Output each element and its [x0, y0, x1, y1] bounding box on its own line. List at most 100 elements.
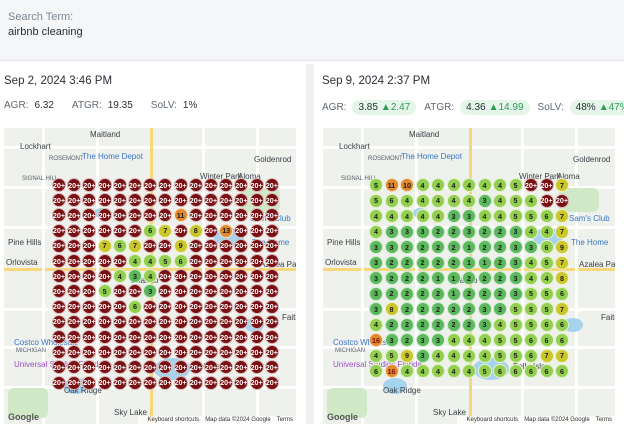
rank-pin[interactable]: 5	[539, 286, 554, 301]
rank-pin[interactable]: 20+	[204, 223, 218, 238]
rank-pin[interactable]: 20+	[234, 178, 249, 192]
rank-pin[interactable]: 20+	[234, 223, 249, 238]
rank-pin[interactable]: 20+	[249, 360, 264, 375]
rank-pin[interactable]: 6	[524, 348, 538, 363]
rank-pin[interactable]: 20+	[249, 223, 264, 238]
rank-pin[interactable]: 1	[477, 255, 492, 270]
rank-pin[interactable]: 4	[446, 333, 461, 347]
rank-pin[interactable]: 5	[493, 333, 507, 347]
rank-pin[interactable]: 3	[493, 302, 507, 316]
rank-pin[interactable]: 10	[400, 178, 414, 192]
rank-pin[interactable]: 2	[431, 302, 445, 316]
rank-pin[interactable]: 2	[415, 255, 430, 270]
rank-pin[interactable]: 4	[524, 255, 538, 270]
rank-pin[interactable]: 20+	[249, 254, 264, 268]
rank-pin[interactable]: 20+	[112, 330, 127, 344]
rank-pin[interactable]: 5	[524, 286, 538, 301]
rank-pin[interactable]: 4	[477, 333, 492, 347]
rank-pin[interactable]: 2	[384, 271, 399, 285]
rank-pin[interactable]: 20+	[188, 193, 203, 208]
rank-pin[interactable]: 5	[158, 254, 173, 268]
rank-pin[interactable]: 20+	[67, 360, 82, 375]
rank-pin[interactable]: 20+	[97, 330, 112, 344]
rank-pin[interactable]: 2	[446, 317, 461, 332]
rank-pin[interactable]: 20+	[158, 238, 173, 253]
rank-pin[interactable]: 20+	[264, 284, 279, 299]
rank-pin[interactable]: 20+	[264, 330, 279, 344]
rank-pin[interactable]: 20+	[97, 254, 112, 268]
rank-pin[interactable]: 20+	[158, 193, 173, 208]
rank-pin[interactable]: 20+	[173, 314, 188, 329]
rank-pin[interactable]: 20+	[219, 254, 234, 268]
rank-pin[interactable]: 20+	[112, 345, 127, 360]
rank-pin[interactable]: 20+	[555, 193, 569, 208]
rank-pin[interactable]: 20+	[264, 299, 279, 314]
rank-pin[interactable]: 20+	[128, 360, 142, 375]
rank-pin[interactable]: 20+	[158, 269, 173, 284]
rank-pin[interactable]: 3	[477, 302, 492, 316]
rank-pin[interactable]: 2	[415, 317, 430, 332]
rank-pin[interactable]: 20+	[173, 360, 188, 375]
rank-pin[interactable]: 20+	[219, 238, 234, 253]
rank-pin[interactable]: 6	[128, 299, 142, 314]
rank-pin[interactable]: 6	[524, 333, 538, 347]
rank-pin[interactable]: 2	[493, 255, 507, 270]
rank-pin[interactable]: 2	[415, 302, 430, 316]
rank-pin[interactable]: 20+	[249, 193, 264, 208]
rank-pin[interactable]: 4	[477, 178, 492, 192]
rank-pin[interactable]: 20+	[112, 284, 127, 299]
rank-pin[interactable]: 20+	[158, 330, 173, 344]
rank-pin[interactable]: 20+	[97, 223, 112, 238]
rank-pin[interactable]: 20+	[204, 345, 218, 360]
rank-pin[interactable]: 20+	[219, 193, 234, 208]
rank-pin[interactable]: 2	[462, 317, 476, 332]
rank-pin[interactable]: 20+	[143, 238, 158, 253]
rank-pin[interactable]: 6	[539, 317, 554, 332]
rank-pin[interactable]: 20+	[52, 330, 66, 344]
rank-pin[interactable]: 20+	[234, 269, 249, 284]
rank-pin[interactable]: 20+	[234, 193, 249, 208]
rank-pin[interactable]: 20+	[204, 208, 218, 223]
rank-pin[interactable]: 20+	[128, 223, 142, 238]
rank-pin[interactable]: 4	[415, 364, 430, 378]
rank-pin[interactable]: 7	[555, 178, 569, 192]
rank-pin[interactable]: 6	[555, 333, 569, 347]
rank-pin[interactable]: 20+	[97, 178, 112, 192]
rank-pin[interactable]: 3	[369, 271, 383, 285]
rank-pin[interactable]: 20+	[82, 193, 97, 208]
rank-pin[interactable]: 20+	[219, 330, 234, 344]
rank-pin[interactable]: 20+	[97, 360, 112, 375]
rank-pin[interactable]: 20+	[128, 178, 142, 192]
rank-pin[interactable]: 20+	[249, 299, 264, 314]
rank-pin[interactable]: 6	[112, 238, 127, 253]
rank-pin[interactable]: 20+	[188, 254, 203, 268]
rank-pin[interactable]: 20+	[112, 254, 127, 268]
rank-pin[interactable]: 2	[446, 302, 461, 316]
rank-pin[interactable]: 20+	[67, 345, 82, 360]
rank-pin[interactable]: 20+	[158, 345, 173, 360]
rank-pin[interactable]: 3	[369, 255, 383, 270]
rank-pin[interactable]: 3	[369, 286, 383, 301]
rank-pin[interactable]: 3	[415, 224, 430, 239]
rank-pin[interactable]: 20+	[264, 345, 279, 360]
rank-pin[interactable]: 20+	[67, 375, 82, 390]
rank-pin[interactable]: 20+	[52, 299, 66, 314]
rank-pin[interactable]: 20+	[188, 284, 203, 299]
rank-pin[interactable]: 20+	[188, 345, 203, 360]
rank-pin[interactable]: 20+	[173, 193, 188, 208]
rank-pin[interactable]: 2	[477, 271, 492, 285]
rank-pin[interactable]: 8	[188, 223, 203, 238]
rank-pin[interactable]: 4	[431, 364, 445, 378]
rank-pin[interactable]: 20+	[143, 299, 158, 314]
rank-pin[interactable]: 5	[508, 348, 523, 363]
rank-pin[interactable]: 4	[431, 178, 445, 192]
rank-pin[interactable]: 4	[400, 193, 414, 208]
rank-pin[interactable]: 16	[384, 364, 399, 378]
rank-pin[interactable]: 3	[477, 193, 492, 208]
rank-pin[interactable]: 20+	[204, 375, 218, 390]
rank-pin[interactable]: 20+	[97, 193, 112, 208]
rank-pin[interactable]: 5	[97, 284, 112, 299]
rank-pin[interactable]: 20+	[158, 284, 173, 299]
rank-pin[interactable]: 4	[369, 209, 383, 223]
rank-pin[interactable]: 4	[431, 209, 445, 223]
